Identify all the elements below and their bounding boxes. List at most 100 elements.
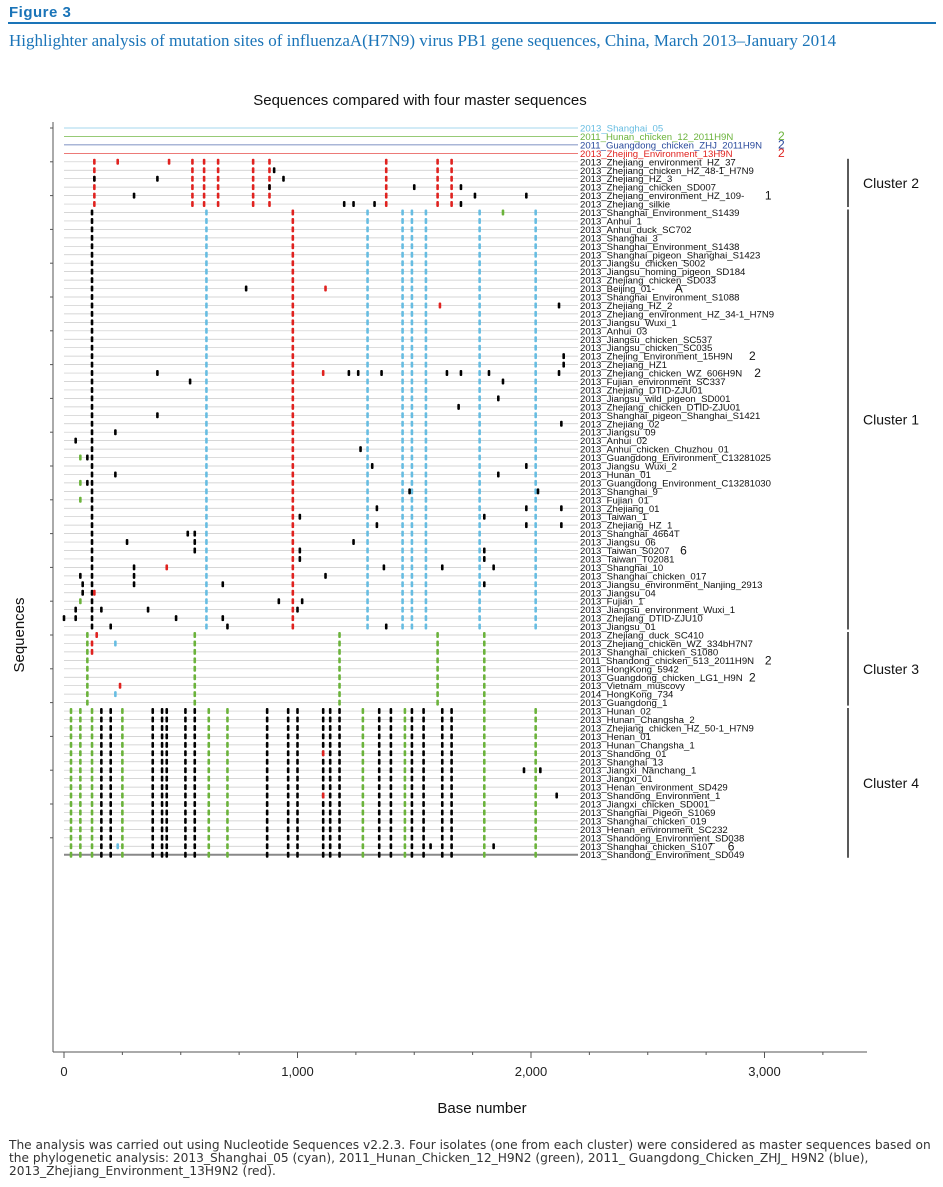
mutation-mark [165, 817, 169, 824]
mutation-mark [424, 353, 428, 360]
mutation-mark [205, 251, 208, 258]
mutation-mark [184, 775, 187, 782]
mutation-mark [205, 386, 208, 393]
mutation-mark [450, 733, 453, 740]
sequence-label: 2013_Jiangsu_chicken_SC035 [580, 343, 712, 354]
sequence-label: 2013_Shanghai_Pigeon_S1069 [580, 808, 716, 819]
mutation-mark [338, 708, 341, 715]
mutation-mark [167, 158, 171, 165]
mutation-mark [114, 471, 117, 478]
mutation-mark [184, 708, 187, 715]
mutation-mark [193, 775, 197, 782]
mutation-mark [226, 834, 229, 841]
mutation-mark [86, 699, 89, 706]
mutation-mark [424, 479, 428, 486]
mutation-mark [401, 471, 404, 478]
mutation-mark [100, 792, 103, 799]
mutation-mark [160, 843, 164, 850]
mutation-mark [100, 716, 103, 723]
sequence-label: 2013_Guangdong_Environment_C13281025 [580, 453, 771, 464]
mutation-mark [79, 801, 82, 807]
mutation-mark [483, 581, 486, 588]
mutation-mark [286, 750, 290, 757]
mutation-mark [483, 741, 486, 748]
mutation-mark [424, 564, 428, 571]
mutation-mark [286, 792, 290, 799]
mutation-mark [410, 386, 414, 393]
mutation-mark [366, 302, 369, 309]
mutation-mark [401, 319, 404, 326]
mutation-mark [265, 843, 269, 850]
mutation-mark [450, 175, 453, 182]
mutation-mark [534, 285, 537, 292]
cluster-label: Cluster 2 [863, 175, 919, 191]
mutation-mark [151, 741, 155, 748]
mutation-mark [296, 801, 299, 807]
mutation-mark [291, 277, 295, 284]
mutation-mark [525, 463, 528, 469]
mutation-mark [373, 201, 376, 208]
mutation-mark [534, 598, 537, 605]
mutation-mark [377, 775, 381, 782]
mutation-mark [79, 809, 82, 816]
mutation-mark [207, 817, 211, 824]
mutation-mark [338, 801, 341, 807]
mutation-mark [389, 817, 393, 824]
mutation-mark [478, 429, 481, 436]
mutation-mark [410, 361, 414, 368]
mutation-mark [79, 826, 82, 833]
sequence-label: 2013_Jiangsu_09 [580, 428, 656, 439]
mutation-mark [440, 564, 444, 571]
mutation-mark [436, 682, 439, 689]
mutation-mark [205, 564, 208, 571]
mutation-mark [410, 623, 414, 630]
mutation-mark [424, 386, 428, 393]
mutation-mark [328, 733, 332, 740]
sequence-label: 2013_Zhejiang_DTID-ZJU10 [580, 614, 703, 625]
mutation-mark [534, 446, 537, 453]
mutation-mark [478, 268, 481, 275]
mutation-mark [478, 234, 481, 241]
sequence-label: 2013_Jiangxi_Nanchang_1 [580, 766, 696, 777]
mutation-mark [436, 674, 439, 681]
mutation-mark [534, 217, 537, 224]
mutation-mark [478, 454, 481, 461]
mutation-mark [291, 217, 295, 224]
mutation-mark [265, 817, 269, 824]
mutation-mark [205, 268, 208, 275]
mutation-mark [79, 767, 82, 774]
mutation-mark [296, 809, 299, 816]
mutation-mark [403, 724, 407, 731]
mutation-mark [328, 758, 332, 765]
mutation-mark [193, 657, 197, 664]
mutation-mark [291, 572, 295, 579]
mutation-mark [436, 167, 439, 174]
sequence-label: 2013_Henan_01 [580, 732, 651, 743]
mutation-mark [321, 809, 325, 816]
mutation-mark [478, 403, 481, 410]
mutation-mark [90, 302, 94, 309]
mutation-mark [69, 716, 73, 723]
mutation-mark [205, 555, 208, 562]
mutation-mark [410, 851, 414, 858]
sequence-label: 2013_Zhejiang_HZ1 [580, 360, 667, 371]
mutation-mark [377, 817, 381, 824]
mutation-mark [424, 243, 428, 250]
mutation-mark [286, 724, 290, 731]
mutation-mark [321, 767, 325, 774]
mutation-mark [366, 564, 369, 571]
mutation-mark [436, 648, 439, 655]
mutation-mark [86, 682, 89, 689]
mutation-mark [296, 733, 299, 740]
mutation-mark [291, 403, 295, 410]
mutation-mark [151, 733, 155, 740]
mutation-mark [483, 674, 486, 681]
mutation-mark [328, 843, 332, 850]
mutation-mark [100, 834, 103, 841]
master-label: 2013_Zhejing_Environment_13H9N [580, 149, 733, 160]
mutation-mark [90, 733, 94, 740]
mutation-mark [291, 361, 295, 368]
mutation-mark [205, 589, 208, 596]
mutation-mark [121, 801, 124, 807]
mutation-mark [366, 285, 369, 292]
